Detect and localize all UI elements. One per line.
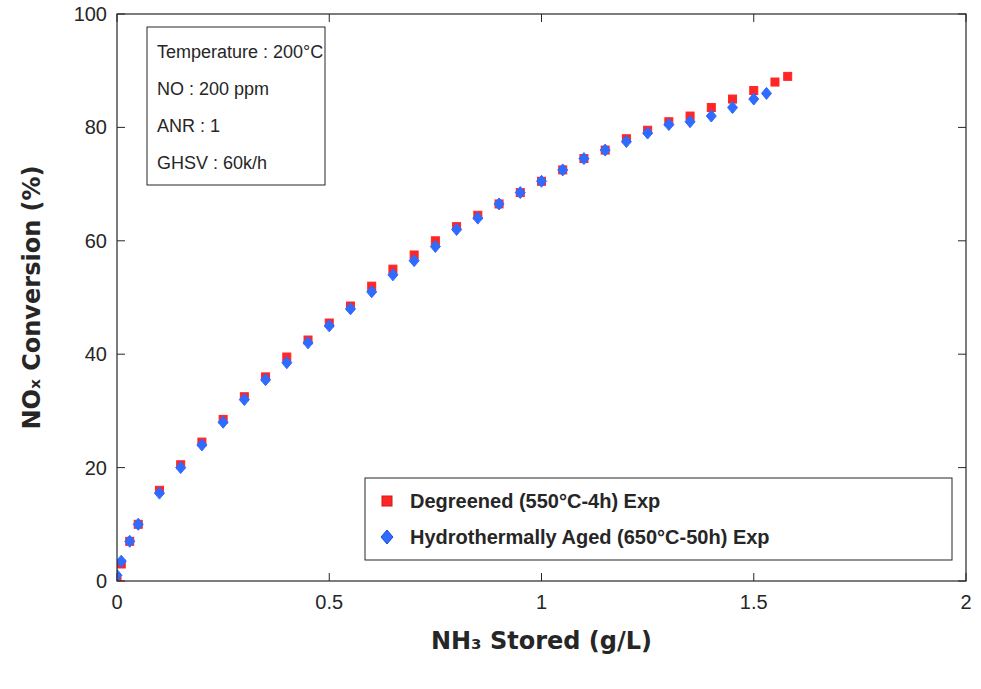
y-tick-label: 80 (85, 116, 107, 138)
data-point (282, 357, 292, 369)
annotation-box (147, 27, 325, 185)
y-tick-label: 60 (85, 230, 107, 252)
x-tick-label: 1.5 (740, 591, 768, 613)
plot-frame (117, 14, 966, 581)
y-tick (117, 467, 125, 468)
x-axis-label: NH₃ Stored (g/L) (431, 627, 652, 655)
data-point (324, 320, 334, 332)
legend-label: Hydrothermally Aged (650°C-50h) Exp (410, 526, 770, 548)
data-point (367, 286, 377, 298)
data-point (176, 462, 186, 474)
chart-container: 00.511.52020406080100NH₃ Stored (g/L)NOₓ… (0, 0, 981, 689)
x-tick (753, 573, 754, 581)
annotation: Temperature : 200°C (157, 42, 323, 62)
x-tick-label: 1 (536, 591, 547, 613)
data-point (117, 555, 126, 567)
data-point (473, 212, 483, 224)
y-tick (958, 467, 966, 468)
data-point (784, 72, 792, 80)
y-tick (958, 240, 966, 241)
data-point (761, 87, 771, 99)
y-tick-label: 20 (85, 457, 107, 479)
y-tick (117, 354, 125, 355)
legend-box (365, 478, 952, 560)
annotation: ANR : 1 (157, 116, 220, 136)
data-point (125, 535, 135, 547)
plot-background (117, 14, 966, 581)
data-point (621, 136, 631, 148)
data-point (409, 255, 419, 267)
data-point (643, 127, 653, 139)
annotation: GHSV : 60k/h (157, 153, 267, 173)
data-point (537, 175, 547, 187)
data-point (728, 102, 738, 114)
x-tick-label: 0.5 (315, 591, 343, 613)
data-point (261, 374, 271, 386)
data-point (218, 416, 228, 428)
data-point (133, 518, 143, 530)
y-tick (117, 127, 125, 128)
data-point (664, 119, 674, 131)
data-point (303, 337, 313, 349)
legend-marker (382, 496, 392, 506)
x-tick (541, 14, 542, 22)
y-axis-label: NOₓ Conversion (%) (18, 165, 46, 429)
data-point (600, 144, 610, 156)
y-tick (117, 240, 125, 241)
data-point (515, 187, 525, 199)
x-tick (541, 573, 542, 581)
data-point (685, 116, 695, 128)
annotation: NO : 200 ppm (157, 79, 269, 99)
x-tick (329, 14, 330, 22)
data-point (197, 439, 207, 451)
legend-label: Degreened (550°C-4h) Exp (410, 490, 660, 512)
legend-marker (381, 530, 393, 544)
data-point (706, 110, 716, 122)
data-point (430, 240, 440, 252)
data-point (154, 487, 164, 499)
data-point (452, 223, 462, 235)
data-point (388, 269, 398, 281)
y-tick (958, 354, 966, 355)
x-tick-label: 2 (960, 591, 971, 613)
y-tick-label: 40 (85, 343, 107, 365)
data-point (579, 153, 589, 165)
y-tick (958, 127, 966, 128)
chart-svg: 00.511.52020406080100NH₃ Stored (g/L)NOₓ… (0, 0, 981, 689)
x-tick (329, 573, 330, 581)
data-point (117, 569, 122, 581)
data-point (345, 303, 355, 315)
x-tick-label: 0 (111, 591, 122, 613)
x-tick (753, 14, 754, 22)
y-tick-label: 0 (96, 570, 107, 592)
data-point (494, 198, 504, 210)
y-tick-label: 100 (74, 3, 107, 25)
data-point (771, 78, 779, 86)
data-point (239, 394, 249, 406)
data-point (749, 93, 759, 105)
data-point (558, 164, 568, 176)
